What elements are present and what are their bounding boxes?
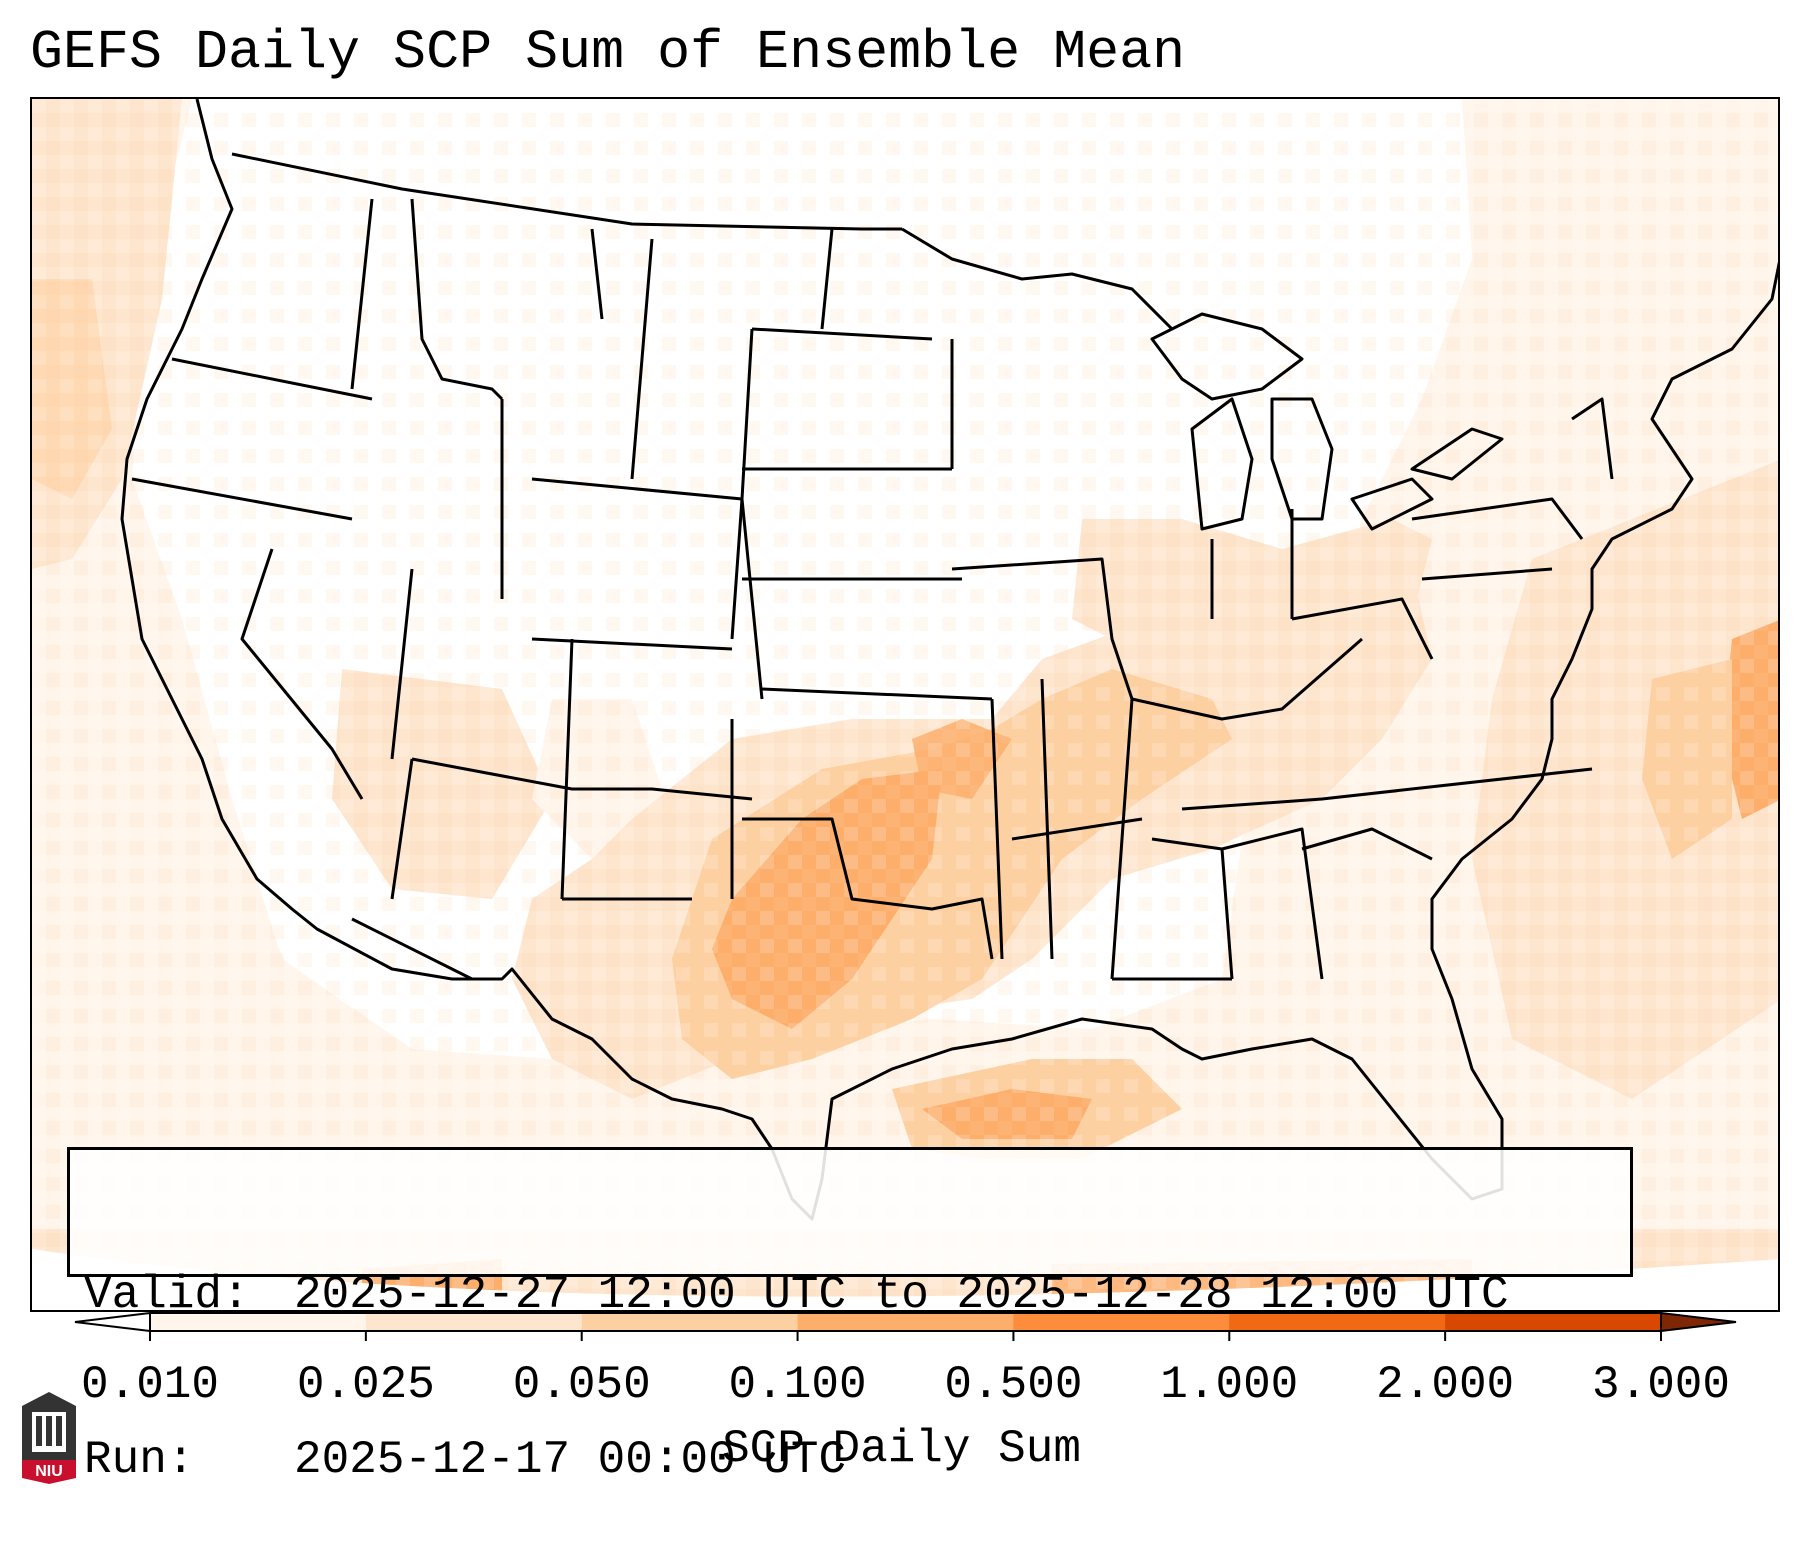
scp-field-map [32, 99, 1778, 1310]
colorbar-under-arrow [74, 1311, 151, 1333]
colorbar-tick-label: 0.010 [80, 1359, 220, 1411]
colorbar-tick-label: 1.000 [1160, 1359, 1299, 1411]
niu-university-logo-icon: NIU [22, 1392, 76, 1484]
colorbar-segment [581, 1313, 799, 1331]
colorbar-segment [365, 1313, 583, 1331]
colorbar-tick-label: 0.500 [944, 1359, 1083, 1411]
colorbar-tick-label: 0.050 [512, 1359, 651, 1411]
colorbar-segment [150, 1313, 367, 1331]
colorbar-tick-label: 3.000 [1591, 1359, 1731, 1411]
colorbar-tick-label: 0.025 [296, 1359, 435, 1411]
state-boundaries [120, 99, 1778, 1221]
run-row: Run: 2025-12-17 00:00 UTC [84, 1433, 1616, 1488]
map-title: GEFS Daily SCP Sum of Ensemble Mean [30, 21, 1186, 84]
colorbar-ticks [149, 1331, 1662, 1341]
colorbar-segment [1013, 1313, 1230, 1331]
map-panel [30, 97, 1780, 1312]
colorbar-tick-label: 2.000 [1376, 1359, 1515, 1411]
run-value: 2025-12-17 00:00 UTC [294, 1434, 847, 1486]
validity-info-box: Valid: 2025-12-27 12:00 UTC to 2025-12-28… [67, 1147, 1633, 1486]
colorbar-over-arrow [1660, 1311, 1737, 1333]
colorbar-segment [797, 1313, 1014, 1331]
colorbar-segments [149, 1312, 1662, 1332]
scp-shading [32, 99, 1778, 1310]
colorbar [74, 1311, 1737, 1341]
colorbar-segment [1445, 1313, 1662, 1331]
run-label: Run: [84, 1434, 195, 1486]
logo-text: NIU [35, 1463, 63, 1480]
colorbar-segment [1229, 1313, 1446, 1331]
colorbar-tick-label: 0.100 [728, 1359, 867, 1411]
colorbar-label: SCP Daily Sum [722, 1423, 1081, 1475]
